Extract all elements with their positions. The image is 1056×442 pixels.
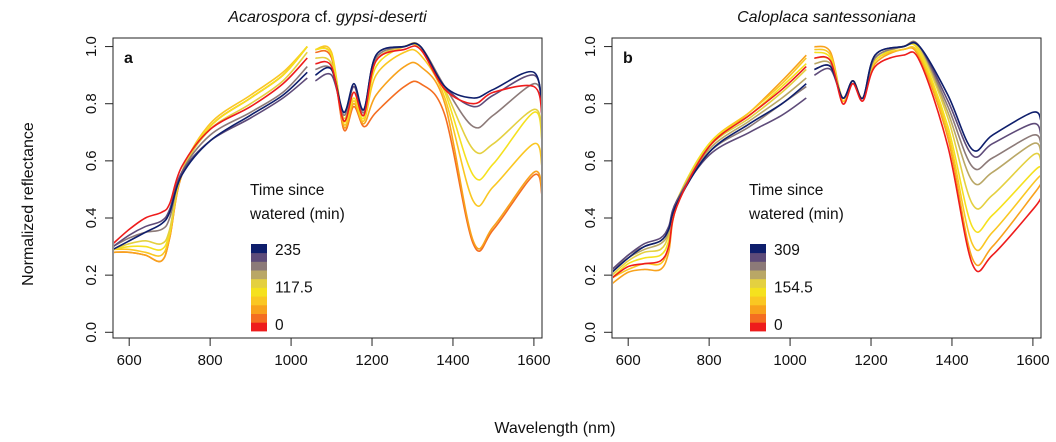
- legend-swatch: [750, 261, 766, 271]
- panel-letter: a: [124, 50, 133, 67]
- series-group: [613, 40, 1040, 284]
- legend-label: 235: [275, 242, 301, 259]
- y-tick-label: 0.8: [582, 93, 599, 114]
- legend-label: 0: [275, 317, 284, 334]
- panels: Acarospora cf. gypsi-deserti a 600 800 1000 1…: [83, 9, 1050, 369]
- legend-swatch: [750, 287, 766, 297]
- series-line-0-seg-1: [315, 49, 541, 252]
- legend-swatch: [750, 278, 766, 288]
- panel-b: Caloplaca santessoniana b 600 800 1000 1200 14…: [582, 9, 1050, 369]
- series-line-8-seg-1: [814, 51, 1040, 273]
- y-tick-label: 0.4: [582, 208, 599, 229]
- series-line-7-seg-0: [613, 83, 807, 273]
- series-line-6-seg-0: [114, 77, 308, 247]
- x-tick-label: 1200: [355, 352, 388, 369]
- y-tick-label: 1.0: [582, 36, 599, 57]
- x-tick-label: 600: [117, 352, 142, 369]
- legend-swatch: [750, 304, 766, 314]
- legend-swatch: [750, 270, 766, 280]
- series-line-8-seg-1: [315, 45, 541, 122]
- series-line-7-seg-1: [314, 42, 541, 114]
- legend-title-line1: Time since: [749, 182, 823, 199]
- series-line-4-seg-0: [114, 51, 308, 250]
- y-tick-label: 0.2: [582, 265, 599, 286]
- legend: Time since watered (min) 235 117.5 0: [249, 182, 345, 334]
- panel-a: Acarospora cf. gypsi-deserti a 600 800 1000 1…: [83, 9, 551, 369]
- legend-label: 0: [774, 317, 783, 334]
- legend-swatch: [251, 261, 267, 271]
- series-line-7-seg-1: [814, 41, 1040, 152]
- x-tick-label: 1200: [854, 352, 887, 369]
- legend-title-line2: watered (min): [748, 206, 844, 223]
- series-group: [114, 42, 541, 263]
- y-tick-label: 0.0: [582, 322, 599, 343]
- legend: Time since watered (min) 309 154.5 0: [748, 182, 844, 334]
- series-line-1-seg-1: [814, 45, 1040, 252]
- x-tick-label: 1600: [517, 352, 550, 369]
- legend-swatch: [251, 304, 267, 314]
- x-tick-label: 1400: [935, 352, 968, 369]
- panel-title: Caloplaca santessoniana: [737, 9, 916, 26]
- legend-swatch: [251, 244, 267, 254]
- legend-label: 154.5: [774, 280, 813, 297]
- x-axis-label: Wavelength (nm): [494, 420, 615, 437]
- series-line-6-seg-0: [613, 97, 807, 270]
- y-tick-label: 0.4: [83, 208, 100, 229]
- legend-swatch: [251, 270, 267, 280]
- series-line-7-seg-0: [114, 71, 308, 250]
- series-line-1-seg-1: [315, 47, 541, 250]
- legend-swatch: [750, 244, 766, 254]
- series-line-8-seg-0: [613, 65, 807, 279]
- legend-label: 117.5: [275, 280, 313, 297]
- series-line-2-seg-1: [315, 45, 541, 207]
- y-tick-label: 0.6: [83, 150, 100, 171]
- legend-swatch: [750, 252, 766, 262]
- legend-swatch: [750, 313, 766, 323]
- legend-swatch: [251, 313, 267, 323]
- legend-swatch: [750, 296, 766, 306]
- legend-swatch: [251, 252, 267, 262]
- y-tick-label: 0.0: [83, 322, 100, 343]
- x-tick-label: 800: [697, 352, 722, 369]
- x-tick-label: 800: [198, 352, 223, 369]
- legend-title-line2: watered (min): [249, 206, 345, 223]
- x-tick-label: 1000: [773, 352, 806, 369]
- panel-title: Acarospora cf. gypsi-deserti: [227, 9, 427, 26]
- x-tick-label: 1400: [436, 352, 469, 369]
- y-tick-label: 1.0: [83, 36, 100, 57]
- series-line-2-seg-0: [114, 46, 308, 257]
- x-tick-label: 1000: [274, 352, 307, 369]
- y-tick-label: 0.6: [582, 150, 599, 171]
- legend-swatch: [251, 296, 267, 306]
- x-tick-label: 1600: [1016, 352, 1049, 369]
- panel-letter: b: [623, 50, 633, 67]
- legend-swatch: [251, 287, 267, 297]
- series-line-8-seg-0: [114, 57, 308, 244]
- legend-swatch: [750, 322, 766, 332]
- legend-swatch: [251, 322, 267, 332]
- legend-swatch: [251, 278, 267, 288]
- y-tick-label: 0.2: [83, 265, 100, 286]
- legend-title-line1: Time since: [250, 182, 324, 199]
- y-tick-label: 0.8: [83, 93, 100, 114]
- legend-label: 309: [774, 242, 800, 259]
- plot-frame: [611, 37, 1042, 339]
- plot-frame: [112, 37, 543, 339]
- x-tick-label: 600: [616, 352, 641, 369]
- y-axis-label: Normalized reflectance: [20, 122, 37, 286]
